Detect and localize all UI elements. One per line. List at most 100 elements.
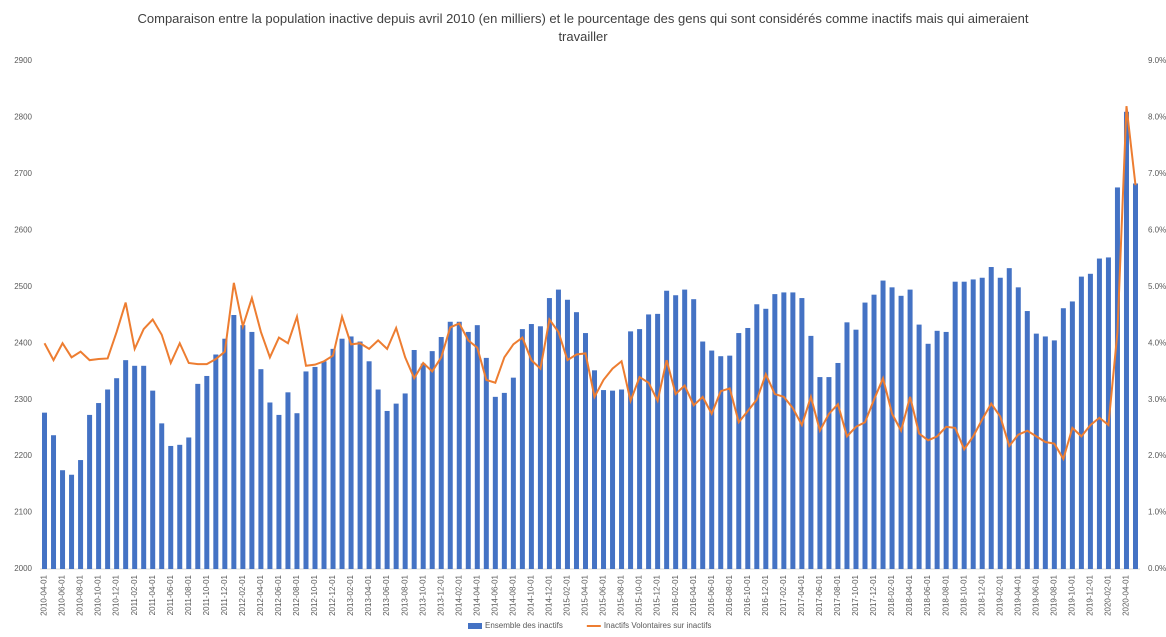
x-tick-label: 2011-10-01 (202, 574, 211, 615)
x-tick-label: 2013-02-01 (346, 574, 355, 615)
bar (601, 390, 607, 569)
bar (1024, 311, 1030, 569)
y-tick-label: 2700 (14, 169, 32, 178)
x-tick-label: 2010-12-01 (112, 574, 121, 615)
x-tick-label: 2014-04-01 (472, 574, 481, 615)
x-tick-label: 2011-04-01 (148, 574, 157, 615)
bar (123, 360, 129, 569)
x-tick-label: 2013-08-01 (400, 574, 409, 615)
bar (447, 321, 453, 569)
x-tick-label: 2019-10-01 (1067, 574, 1076, 615)
bar (231, 315, 237, 569)
bar (546, 298, 552, 569)
bar (105, 389, 111, 569)
bar (573, 312, 579, 569)
bar (862, 302, 868, 569)
bar (429, 351, 435, 569)
y-tick-label: 2400 (14, 338, 32, 347)
bar (682, 289, 688, 569)
x-tick-label: 2014-06-01 (490, 574, 499, 615)
bar (1087, 273, 1093, 569)
x-tick-label: 2016-08-01 (725, 574, 734, 615)
bar (943, 331, 949, 569)
x-tick-label: 2013-06-01 (382, 574, 391, 615)
y-tick-label: 2200 (14, 451, 32, 460)
bar (411, 349, 417, 569)
x-tick-label: 2013-04-01 (364, 574, 373, 615)
bar (1132, 183, 1138, 570)
bar (159, 423, 165, 569)
x-tick-label: 2010-10-01 (94, 574, 103, 615)
x-tick-label: 2014-12-01 (545, 574, 554, 615)
bar (150, 390, 156, 569)
bar (952, 281, 958, 569)
bar (267, 402, 273, 569)
bar (177, 444, 183, 569)
x-tick-label: 2019-08-01 (1049, 574, 1058, 615)
bar (402, 393, 408, 569)
bar (240, 325, 246, 569)
bar (637, 329, 643, 569)
x-tick-label: 2012-02-01 (238, 574, 247, 615)
bar (799, 298, 805, 569)
bar (78, 460, 84, 569)
bar (258, 369, 264, 569)
bar (844, 322, 850, 569)
bar (709, 350, 715, 569)
x-tick-label: 2012-10-01 (310, 574, 319, 615)
x-tick-label: 2018-04-01 (905, 574, 914, 615)
x-tick-label: 2016-10-01 (743, 574, 752, 615)
x-tick-label: 2013-10-01 (418, 574, 427, 615)
x-tick-label: 2015-02-01 (563, 574, 572, 615)
bar (925, 343, 931, 569)
bar (96, 403, 102, 569)
x-tick-label: 2011-08-01 (184, 574, 193, 615)
bar (934, 330, 940, 569)
bar (168, 445, 174, 569)
x-tick-label: 2011-06-01 (166, 574, 175, 615)
bar (916, 324, 922, 569)
bar (988, 267, 994, 569)
bar (745, 327, 751, 569)
bar (555, 289, 561, 569)
bar (294, 413, 300, 569)
bar (763, 308, 769, 569)
bar (628, 331, 634, 569)
y2-tick-label: 2.0% (1148, 451, 1166, 460)
bar (781, 292, 787, 569)
x-tick-label: 2016-12-01 (761, 574, 770, 615)
bar (871, 294, 877, 569)
bar (204, 375, 210, 569)
bar (673, 295, 679, 569)
bar (718, 356, 724, 569)
bar (790, 292, 796, 569)
bar (1060, 308, 1066, 569)
x-tick-label: 2015-10-01 (635, 574, 644, 615)
y2-tick-label: 4.0% (1148, 338, 1166, 347)
x-tick-label: 2017-08-01 (833, 574, 842, 615)
bar (195, 383, 201, 569)
y2-tick-label: 7.0% (1148, 169, 1166, 178)
bar (1015, 287, 1021, 569)
bar (492, 396, 498, 569)
x-tick-label: 2017-02-01 (779, 574, 788, 615)
bar (646, 314, 652, 569)
bar (853, 329, 859, 569)
x-tick-label: 2018-12-01 (977, 574, 986, 615)
bar (384, 410, 390, 569)
x-tick-label: 2020-02-01 (1104, 574, 1113, 615)
chart-title: Comparaison entre la population inactive… (137, 11, 1029, 44)
bar (889, 287, 895, 569)
bar (1114, 187, 1120, 570)
x-tick-label: 2018-06-01 (923, 574, 932, 615)
bar (1033, 333, 1039, 569)
bar (510, 377, 516, 569)
bar (808, 335, 814, 569)
legend-label: Inactifs Volontaires sur inactifs (604, 621, 712, 630)
bar (691, 299, 697, 569)
bar (610, 390, 616, 569)
y-tick-label: 2100 (14, 508, 32, 517)
bar (375, 389, 381, 569)
